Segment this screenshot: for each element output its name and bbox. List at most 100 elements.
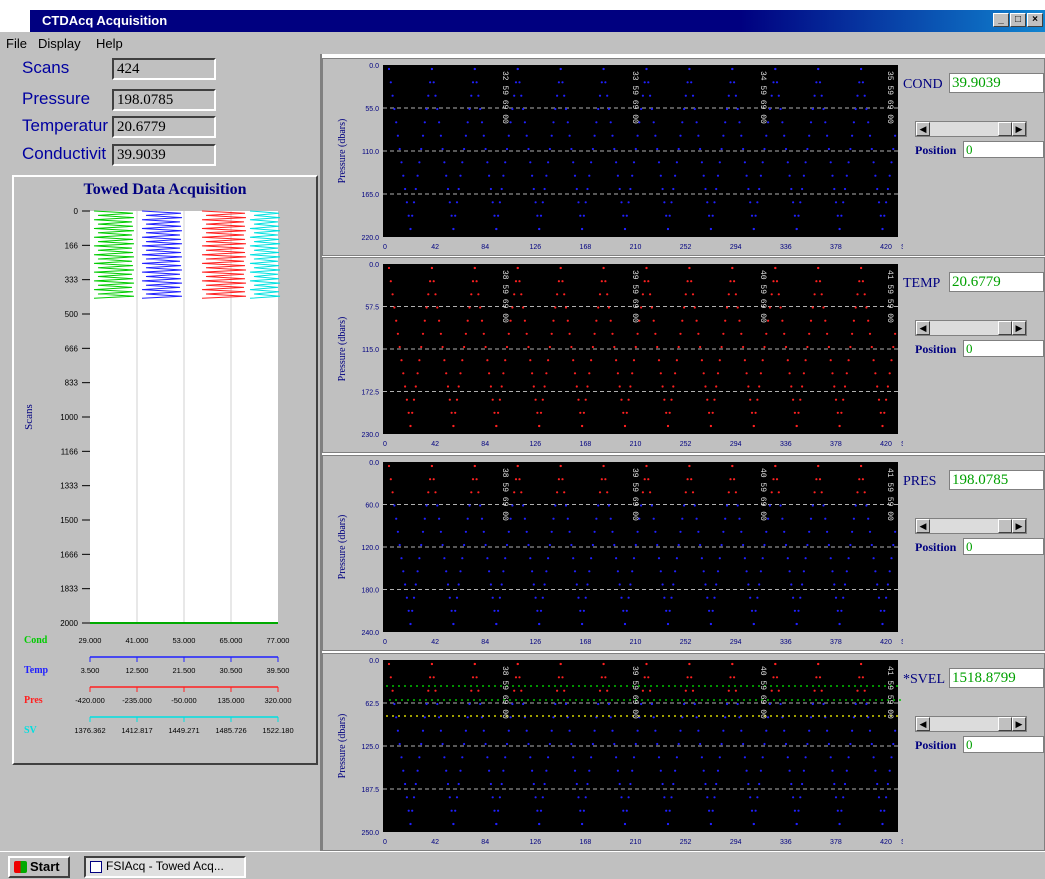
scroll-thumb[interactable] <box>998 321 1012 335</box>
plot-trace-point <box>507 134 510 137</box>
plot-trace-point <box>697 530 700 533</box>
plot-svel-scrollbar[interactable]: ◀ ▶ <box>915 716 1027 732</box>
scroll-thumb[interactable] <box>998 122 1012 136</box>
plot-cond-position[interactable]: 0 <box>963 141 1044 158</box>
plot-trace-point <box>425 702 428 706</box>
plot-temp-scrollbar[interactable]: ◀ ▶ <box>915 320 1027 336</box>
plot-trace-point <box>607 504 610 507</box>
plot-trace-point <box>684 293 687 296</box>
plot-trace-point <box>874 769 877 772</box>
scroll-right-icon[interactable]: ▶ <box>1012 717 1026 731</box>
scroll-left-icon[interactable]: ◀ <box>916 519 930 533</box>
plot-time-stamp: 35 59 69 00 <box>885 71 894 124</box>
plot-trace-point <box>640 504 643 507</box>
plot-trace-point <box>731 464 734 468</box>
plot-trace-point <box>482 332 485 335</box>
plot-trace-point <box>484 147 487 151</box>
plot-trace-point <box>538 822 541 826</box>
scroll-right-icon[interactable]: ▶ <box>1012 321 1026 335</box>
plot-trace-point <box>566 685 568 687</box>
plot-trace-point <box>759 372 762 375</box>
plot-trace-point <box>788 715 790 717</box>
plot-trace-point <box>477 689 480 692</box>
plot-pres-scrollbar[interactable]: ◀ ▶ <box>915 518 1027 534</box>
plot-trace-point <box>620 398 623 401</box>
plot-trace-point <box>729 676 732 679</box>
plot-trace-point <box>527 345 530 349</box>
menu-file[interactable]: File <box>6 36 27 51</box>
plot-trace-point <box>770 94 773 97</box>
plot-trace-point <box>752 715 754 717</box>
scroll-left-icon[interactable]: ◀ <box>916 321 930 335</box>
plot-trace-point <box>786 557 789 560</box>
plot-temp-position[interactable]: 0 <box>963 340 1044 357</box>
plot-trace-point <box>881 822 884 826</box>
menu-display[interactable]: Display <box>38 36 81 51</box>
plot-trace-point <box>586 187 589 191</box>
plot-trace-point <box>654 729 657 732</box>
scroll-thumb[interactable] <box>998 519 1012 533</box>
plot-trace-point <box>527 543 530 547</box>
plot-trace-point <box>881 424 884 428</box>
plot-trace-point <box>754 214 757 217</box>
plot-trace-point <box>536 685 538 687</box>
scroll-left-icon[interactable]: ◀ <box>916 122 930 136</box>
plot-trace-point <box>720 543 723 547</box>
scans-label: Scans <box>22 58 70 77</box>
plot-trace-point <box>566 121 569 124</box>
plot-trace-point <box>729 478 732 481</box>
start-button[interactable]: Start <box>8 856 70 878</box>
towed-ytick-label: 166 <box>65 241 79 250</box>
plot-trace-point <box>793 411 796 414</box>
plot-trace-point <box>572 161 575 164</box>
plot-trace-point <box>407 609 410 612</box>
plot-trace-point <box>515 699 517 701</box>
plot-trace-point <box>534 398 537 401</box>
scroll-right-icon[interactable]: ▶ <box>1012 519 1026 533</box>
plot-trace-point <box>665 411 668 414</box>
menu-help[interactable]: Help <box>96 36 123 51</box>
plot-trace-point <box>704 385 707 388</box>
plot-trace-point <box>845 174 848 177</box>
plot-trace-point <box>833 385 836 388</box>
plot-trace-point <box>438 716 441 719</box>
scroll-left-icon[interactable]: ◀ <box>916 717 930 731</box>
plot-trace-point <box>803 699 805 701</box>
plot-trace-point <box>493 609 496 612</box>
scroll-right-icon[interactable]: ▶ <box>1012 122 1026 136</box>
scroll-thumb[interactable] <box>998 717 1012 731</box>
plot-trace-point <box>833 699 835 701</box>
plot-trace-point <box>429 280 432 283</box>
plot-trace-point <box>622 809 625 812</box>
plot-trace-point <box>884 715 886 717</box>
plot-cond-scrollbar[interactable]: ◀ ▶ <box>915 121 1027 137</box>
plot-trace-point <box>670 398 673 401</box>
towed-axis-tick-label: 12.500 <box>126 666 149 675</box>
plot-trace-point <box>716 769 720 772</box>
plot-trace-point <box>842 796 845 799</box>
plot-trace-point <box>425 107 428 111</box>
plot-trace-point <box>485 699 487 701</box>
plot-trace-point <box>672 583 675 586</box>
maximize-icon[interactable]: □ <box>1010 13 1026 27</box>
plot-trace-point <box>479 702 482 706</box>
plot-trace-point <box>722 332 725 335</box>
plot-trace-point <box>614 715 616 717</box>
plot-trace-point <box>849 345 852 349</box>
plot-trace-point <box>808 729 811 732</box>
plot-trace-point <box>438 517 441 520</box>
minimize-icon[interactable]: _ <box>993 13 1009 27</box>
plot-trace-point <box>543 385 546 388</box>
plot-trace-point <box>774 266 777 270</box>
close-icon[interactable]: × <box>1027 13 1043 27</box>
plot-pres-position[interactable]: 0 <box>963 538 1044 555</box>
plot-svel-position[interactable]: 0 <box>963 736 1044 753</box>
plot-trace-point <box>629 782 632 786</box>
plot-trace-point <box>625 609 628 612</box>
plot-trace-point <box>505 742 509 746</box>
taskbar-item-fsiacq[interactable]: FSIAcq - Towed Acq... <box>84 856 246 878</box>
plot-trace-point <box>479 306 482 309</box>
plot-trace-point <box>777 94 780 97</box>
plot-trace-point <box>876 385 879 388</box>
plot-trace-point <box>590 557 593 560</box>
